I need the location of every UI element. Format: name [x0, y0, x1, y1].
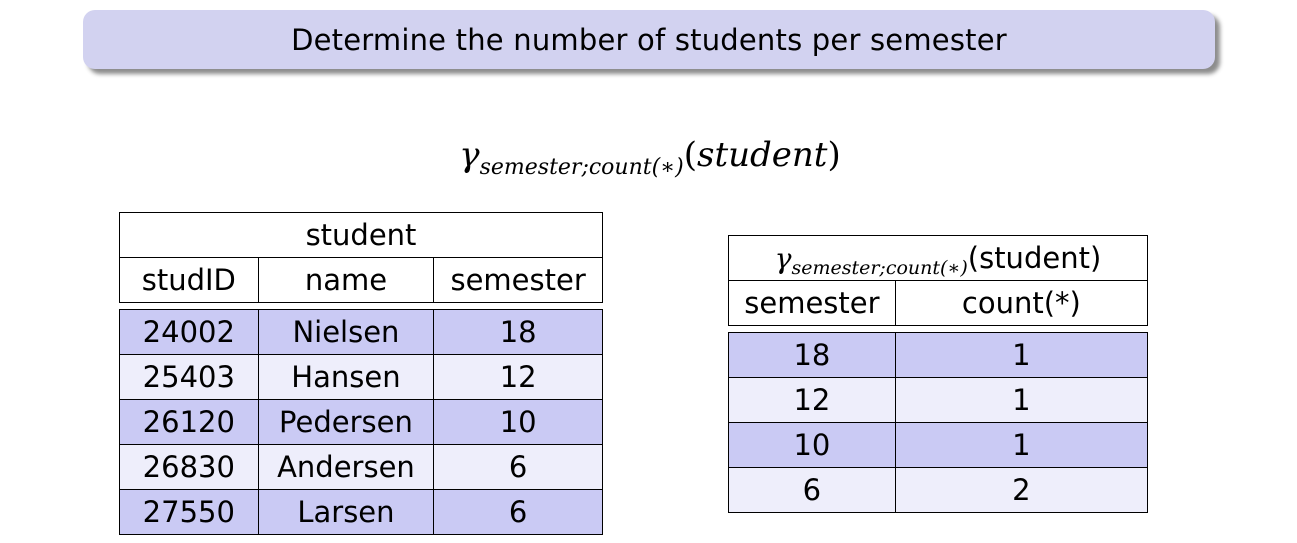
column-header: studID — [119, 257, 259, 303]
formula-open-paren: ( — [683, 135, 697, 175]
cell-studid: 27550 — [119, 489, 259, 535]
formula-subscript: semester;count(∗) — [479, 155, 684, 180]
page-title: Determine the number of students per sem… — [291, 22, 1007, 57]
table-row: 24002 Nielsen 18 — [119, 309, 603, 355]
student-table: student studID name semester 24002 Niels… — [119, 212, 603, 535]
column-header: count(*) — [894, 280, 1149, 326]
title-banner: Determine the number of students per sem… — [83, 10, 1215, 69]
table-row: 6 2 — [728, 467, 1149, 513]
table-row: 26120 Pedersen 10 — [119, 399, 603, 445]
column-header: semester — [433, 257, 603, 303]
cell-semester: 12 — [728, 377, 896, 423]
table-row: 12 1 — [728, 377, 1149, 423]
cell-count: 1 — [894, 377, 1149, 423]
table-caption-row: γsemester;count(∗)(student) — [728, 235, 1148, 281]
table-row: 25403 Hansen 12 — [119, 354, 603, 400]
formula-argument: (student) — [684, 135, 841, 175]
column-header: semester — [728, 280, 896, 326]
cell-studid: 26830 — [119, 444, 259, 490]
caption-gamma: γ — [774, 241, 792, 275]
caption-subscript: semester;count(∗) — [791, 256, 968, 279]
cell-name: Larsen — [257, 489, 435, 535]
table-caption-row: student — [119, 212, 603, 258]
cell-semester: 6 — [433, 489, 603, 535]
cell-studid: 25403 — [119, 354, 259, 400]
formula-close-paren: ) — [827, 135, 841, 175]
cell-name: Hansen — [257, 354, 435, 400]
table-row: 10 1 — [728, 422, 1149, 468]
cell-studid: 24002 — [119, 309, 259, 355]
table-row: 26830 Andersen 6 — [119, 444, 603, 490]
cell-semester: 6 — [728, 467, 896, 513]
cell-name: Pedersen — [257, 399, 435, 445]
column-header: name — [257, 257, 435, 303]
caption-argument: (student) — [967, 240, 1102, 275]
student-table-caption: student — [119, 212, 603, 258]
cell-semester: 18 — [728, 332, 896, 378]
result-table: γsemester;count(∗)(student) semester cou… — [728, 235, 1149, 513]
table-header-row: studID name semester — [119, 257, 603, 303]
cell-count: 1 — [894, 332, 1149, 378]
table-row: 18 1 — [728, 332, 1149, 378]
cell-semester: 12 — [433, 354, 603, 400]
cell-semester: 10 — [728, 422, 896, 468]
cell-semester: 18 — [433, 309, 603, 355]
table-header-row: semester count(*) — [728, 280, 1149, 326]
aggregation-formula: γ semester;count(∗) (student) — [380, 135, 920, 195]
table-row: 27550 Larsen 6 — [119, 489, 603, 535]
cell-count: 1 — [894, 422, 1149, 468]
cell-count: 2 — [894, 467, 1149, 513]
cell-name: Andersen — [257, 444, 435, 490]
cell-semester: 10 — [433, 399, 603, 445]
cell-studid: 26120 — [119, 399, 259, 445]
formula-gamma: γ — [459, 135, 480, 175]
cell-name: Nielsen — [257, 309, 435, 355]
cell-semester: 6 — [433, 444, 603, 490]
result-table-caption: γsemester;count(∗)(student) — [728, 235, 1148, 281]
formula-relation-name: student — [697, 135, 828, 175]
